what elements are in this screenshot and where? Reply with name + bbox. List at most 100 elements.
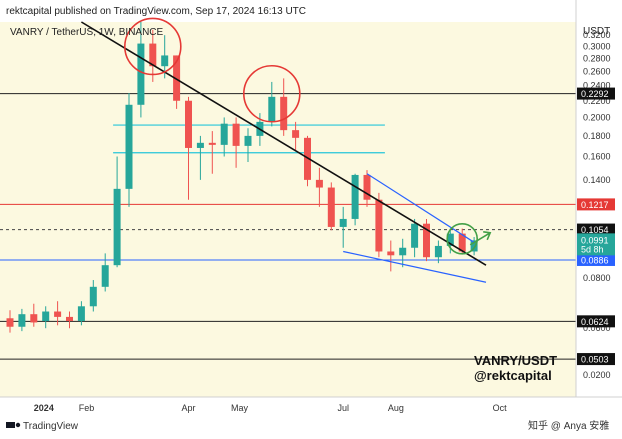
green-arrow-icon — [469, 230, 492, 246]
y-tick-label-12: 0.0800 — [583, 273, 611, 283]
candle-body-35 — [423, 223, 430, 258]
candle-body-13 — [161, 55, 169, 67]
annotation-circle-2 — [446, 222, 479, 255]
candle-body-20 — [244, 135, 252, 146]
candle-body-30 — [363, 174, 371, 200]
candle-body-15 — [185, 100, 192, 148]
x-tick-label-1: Feb — [79, 403, 95, 413]
trendline-2 — [343, 250, 487, 283]
price-tag-bg-0 — [577, 87, 615, 100]
price-tag-2: 0.1054 — [581, 225, 609, 235]
x-tick-label-5: Aug — [388, 403, 404, 413]
y-tick-label-7: 0.1800 — [583, 131, 611, 141]
y-tick-label-8: 0.1600 — [583, 152, 611, 162]
current-price-label: 0.0991 — [581, 235, 609, 245]
y-tick-label-6: 0.2000 — [583, 112, 611, 122]
x-tick-label-0: 2024 — [34, 403, 54, 413]
published-header: rektcapital published on TradingView.com… — [6, 6, 306, 17]
candle-body-33 — [399, 247, 407, 256]
y-tick-label-15: 0.0200 — [583, 370, 611, 380]
candle-body-31 — [375, 199, 383, 252]
annotation-circle-1 — [242, 64, 301, 123]
candle-body-14 — [173, 55, 181, 101]
candle-body-6 — [77, 306, 85, 322]
candle-body-26 — [315, 179, 323, 188]
candle-body-19 — [232, 123, 240, 146]
candle-body-8 — [101, 265, 109, 287]
y-tick-label-2: 0.2800 — [583, 54, 611, 64]
y-tick-label-4: 0.2400 — [583, 81, 611, 91]
y-tick-label-0: 0.3200 — [583, 30, 611, 40]
candle-body-25 — [304, 137, 311, 180]
plot-background — [0, 22, 576, 397]
price-tags: 0.2292 0.1217 0.1054 0.0886 0.0624 0.0503 0.09… — [577, 87, 615, 366]
candle-body-38 — [458, 233, 466, 252]
candle-body-39 — [470, 240, 478, 252]
candlesticks[interactable] — [6, 22, 478, 333]
candle-body-4 — [54, 311, 62, 317]
candle-body-22 — [268, 96, 276, 122]
range-lines — [113, 124, 385, 154]
candle-body-17 — [208, 142, 216, 145]
candle-body-16 — [196, 142, 204, 148]
price-tag-bg-4 — [577, 315, 615, 328]
annotation-circles — [124, 17, 479, 255]
price-tag-bg-2 — [577, 223, 615, 236]
y-tick-label-5: 0.2200 — [583, 96, 611, 106]
candle-body-10 — [125, 104, 133, 189]
candle-body-0 — [6, 318, 14, 327]
chart-title: VANRY / TetherUS, 1W, BINANCE — [10, 27, 164, 38]
trendline-0 — [80, 21, 487, 266]
y-tick-label-3: 0.2600 — [583, 67, 611, 77]
annotation-circle-0 — [124, 17, 182, 76]
current-price-countdown: 5d 8h — [581, 244, 604, 254]
price-tag-1: 0.1217 — [581, 200, 609, 210]
horizontal-levels — [0, 93, 576, 360]
price-tag-bg-1 — [577, 198, 615, 211]
price-tag-4: 0.0624 — [581, 317, 609, 327]
candle-body-11 — [137, 43, 145, 105]
y-tick-label-13: 0.0600 — [583, 323, 611, 333]
footer-credit: 知乎 @ Anya 安雅 — [528, 419, 609, 432]
candle-body-29 — [351, 174, 359, 219]
candle-body-23 — [280, 96, 288, 131]
price-tag-0: 0.2292 — [581, 89, 609, 99]
candle-body-27 — [327, 187, 335, 227]
y-tick-label-1: 0.3000 — [583, 41, 611, 51]
candle-body-5 — [66, 316, 73, 322]
watermark-handle: @rektcapital — [474, 368, 552, 383]
x-tick-label-2: Apr — [181, 403, 195, 413]
x-tick-label-4: Jul — [337, 403, 349, 413]
footer-logo-text[interactable]: TradingView — [23, 421, 79, 432]
candle-body-32 — [387, 251, 395, 256]
candle-body-9 — [113, 188, 121, 266]
y-tick-label-9: 0.1400 — [583, 175, 611, 185]
candle-body-18 — [220, 123, 228, 145]
candle-body-36 — [434, 245, 442, 258]
price-tag-5: 0.0503 — [581, 355, 609, 365]
y-unit-label[interactable]: USDT — [583, 26, 610, 37]
candle-body-7 — [89, 286, 97, 307]
candle-body-28 — [339, 218, 347, 227]
candle-body-12 — [149, 43, 157, 67]
x-tick-label-3: May — [231, 403, 249, 413]
current-price-bg — [577, 233, 615, 256]
candle-body-1 — [18, 314, 26, 327]
trendlines — [80, 21, 487, 283]
price-tag-bg-3 — [577, 253, 615, 266]
candle-body-37 — [446, 233, 454, 246]
tradingview-logo-icon[interactable] — [6, 422, 21, 428]
candle-body-2 — [30, 314, 38, 323]
candle-body-3 — [42, 311, 50, 322]
candle-body-24 — [292, 130, 300, 138]
candle-body-34 — [411, 223, 419, 248]
x-axis-ticks: 2024 Feb Apr May Jul Aug Oct — [34, 403, 507, 413]
trendline-1 — [366, 173, 475, 243]
price-tag-bg-5 — [577, 353, 615, 366]
price-tag-3: 0.0886 — [581, 255, 609, 265]
x-tick-label-6: Oct — [493, 403, 508, 413]
watermark-pair: VANRY/USDT — [474, 353, 557, 368]
